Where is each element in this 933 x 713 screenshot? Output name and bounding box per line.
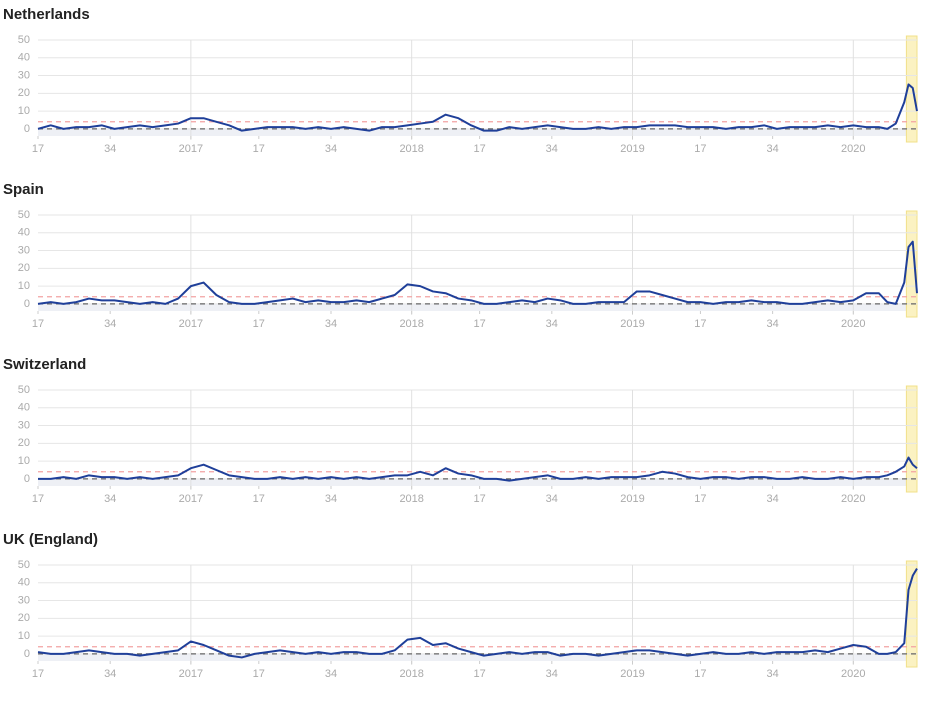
data-line	[37, 568, 918, 659]
x-tick-label: 2017	[179, 143, 203, 155]
x-tick-label: 34	[325, 493, 337, 505]
x-tick-label: 34	[766, 143, 778, 155]
y-tick-label: 0	[24, 473, 30, 485]
y-tick-label: 0	[24, 123, 30, 135]
panel-title: Netherlands	[3, 6, 90, 23]
y-tick-label: 50	[18, 34, 30, 46]
x-tick-label: 2017	[179, 318, 203, 330]
x-tick-label: 2018	[399, 143, 423, 155]
x-tick-label: 2019	[620, 668, 644, 680]
x-tick-label: 34	[766, 493, 778, 505]
x-tick-label: 34	[766, 668, 778, 680]
x-tick-label: 2017	[179, 668, 203, 680]
y-tick-label: 20	[18, 612, 30, 624]
x-tick-label: 34	[104, 318, 116, 330]
shaded-period	[905, 385, 918, 493]
y-tick-label: 50	[18, 209, 30, 221]
x-tick-label: 2019	[620, 493, 644, 505]
x-tick-label: 17	[694, 143, 706, 155]
x-tick-label: 34	[766, 318, 778, 330]
y-tick-label: 40	[18, 227, 30, 239]
y-tick-label: 30	[18, 594, 30, 606]
x-tick-label: 34	[104, 668, 116, 680]
y-tick-label: 20	[18, 87, 30, 99]
y-tick-label: 40	[18, 402, 30, 414]
below-zero-band	[38, 478, 917, 486]
y-tick-label: 30	[18, 244, 30, 256]
y-tick-label: 10	[18, 455, 30, 467]
y-tick-label: 50	[18, 384, 30, 396]
x-tick-label: 2020	[841, 493, 865, 505]
x-tick-label: 17	[253, 493, 265, 505]
shaded-period	[905, 35, 918, 143]
x-tick-label: 34	[104, 143, 116, 155]
x-tick-label: 17	[253, 143, 265, 155]
x-tick-label: 34	[325, 143, 337, 155]
x-tick-label: 17	[473, 493, 485, 505]
y-tick-label: 10	[18, 105, 30, 117]
x-tick-label: 34	[546, 143, 558, 155]
x-tick-label: 17	[473, 143, 485, 155]
x-tick-label: 2017	[179, 493, 203, 505]
y-tick-label: 20	[18, 262, 30, 274]
y-tick-label: 40	[18, 52, 30, 64]
x-tick-label: 17	[473, 668, 485, 680]
x-tick-label: 17	[694, 493, 706, 505]
x-tick-label: 34	[104, 493, 116, 505]
data-line	[37, 240, 918, 305]
below-zero-band	[38, 653, 917, 661]
y-tick-label: 30	[18, 419, 30, 431]
x-tick-label: 17	[32, 143, 44, 155]
x-tick-label: 34	[546, 493, 558, 505]
x-tick-label: 34	[546, 668, 558, 680]
x-tick-label: 2020	[841, 143, 865, 155]
x-tick-label: 2018	[399, 318, 423, 330]
x-tick-label: 17	[253, 668, 265, 680]
y-tick-label: 30	[18, 69, 30, 81]
below-zero-band	[38, 303, 917, 311]
x-tick-label: 17	[253, 318, 265, 330]
x-tick-label: 17	[694, 668, 706, 680]
x-tick-label: 2020	[841, 668, 865, 680]
x-tick-label: 34	[325, 318, 337, 330]
x-tick-label: 34	[325, 668, 337, 680]
y-tick-label: 10	[18, 280, 30, 292]
data-line	[38, 456, 918, 482]
x-tick-label: 17	[32, 493, 44, 505]
y-tick-label: 40	[18, 577, 30, 589]
data-line	[37, 83, 918, 132]
x-tick-label: 2019	[620, 143, 644, 155]
panel-title: UK (England)	[3, 531, 98, 548]
x-tick-label: 2018	[399, 668, 423, 680]
y-tick-label: 20	[18, 437, 30, 449]
x-tick-label: 17	[694, 318, 706, 330]
x-tick-label: 2020	[841, 318, 865, 330]
x-tick-label: 17	[32, 668, 44, 680]
y-tick-label: 0	[24, 648, 30, 660]
y-tick-label: 50	[18, 559, 30, 571]
below-zero-band	[38, 128, 917, 136]
x-tick-label: 2019	[620, 318, 644, 330]
x-tick-label: 17	[473, 318, 485, 330]
x-tick-label: 17	[32, 318, 44, 330]
panel-title: Spain	[3, 181, 44, 198]
x-tick-label: 34	[546, 318, 558, 330]
y-tick-label: 0	[24, 298, 30, 310]
y-tick-label: 10	[18, 630, 30, 642]
x-tick-label: 2018	[399, 493, 423, 505]
panel-title: Switzerland	[3, 356, 86, 373]
